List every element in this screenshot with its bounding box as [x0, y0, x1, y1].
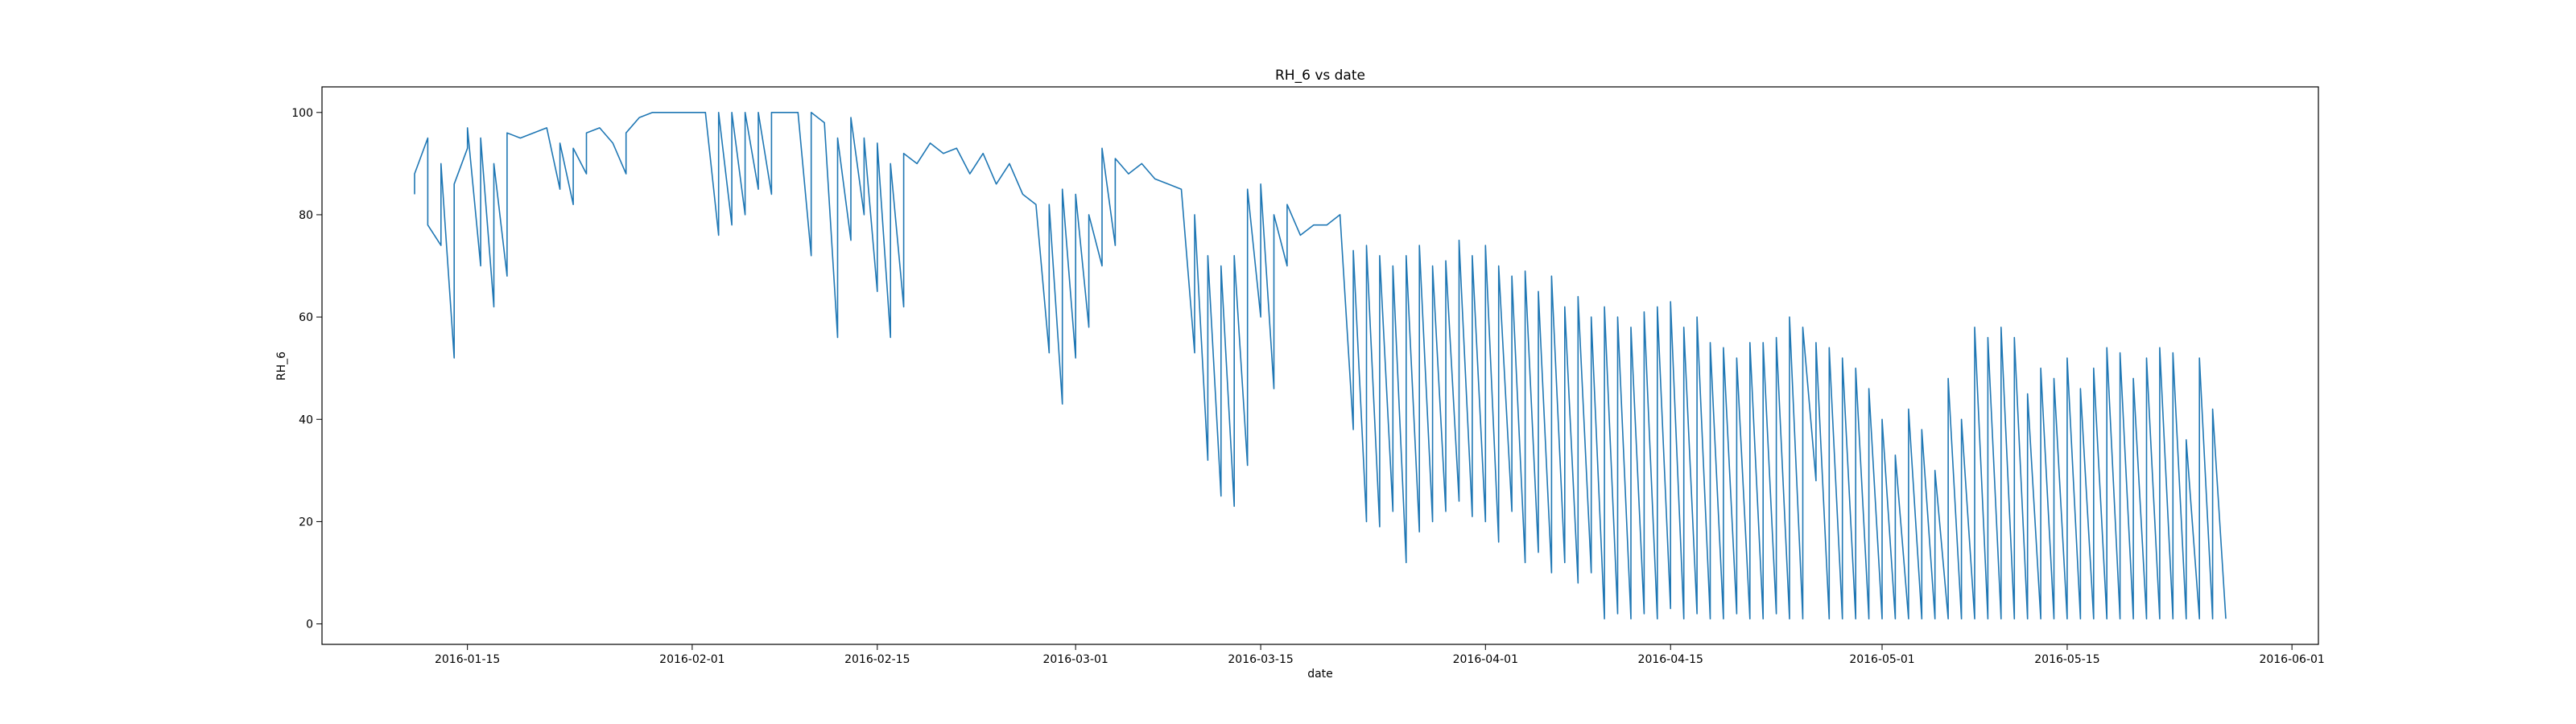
x-tick-label: 2016-06-01	[2259, 653, 2324, 666]
y-axis-title: RH_6	[275, 352, 288, 381]
series-line-0	[414, 112, 2227, 620]
y-tick-label: 20	[299, 516, 313, 529]
plot-area	[414, 112, 2227, 620]
y-tick-label: 0	[306, 619, 313, 631]
x-tick-label: 2016-02-01	[659, 653, 724, 666]
x-axis-title: date	[1307, 668, 1333, 681]
y-tick-label: 100	[291, 107, 313, 120]
x-tick-label: 2016-03-01	[1042, 653, 1108, 666]
x-tick-label: 2016-01-15	[435, 653, 500, 666]
y-tick-label: 80	[299, 209, 313, 222]
x-tick-label: 2016-02-15	[844, 653, 910, 666]
x-tick-label: 2016-03-15	[1228, 653, 1293, 666]
x-tick-label: 2016-04-01	[1453, 653, 1518, 666]
y-tick-label: 60	[299, 311, 313, 324]
x-tick-label: 2016-04-15	[1638, 653, 1703, 666]
y-axis: 0 20 40 60 80 100	[291, 107, 322, 631]
plot-frame	[321, 86, 2319, 645]
x-axis: 2016-01-15 2016-02-01 2016-02-15 2016-03-01…	[435, 644, 2325, 666]
x-tick-label: 2016-05-01	[1849, 653, 1914, 666]
x-tick-label: 2016-05-15	[2034, 653, 2099, 666]
y-tick-label: 40	[299, 413, 313, 426]
chart-title: RH_6 vs date	[1275, 68, 1365, 84]
